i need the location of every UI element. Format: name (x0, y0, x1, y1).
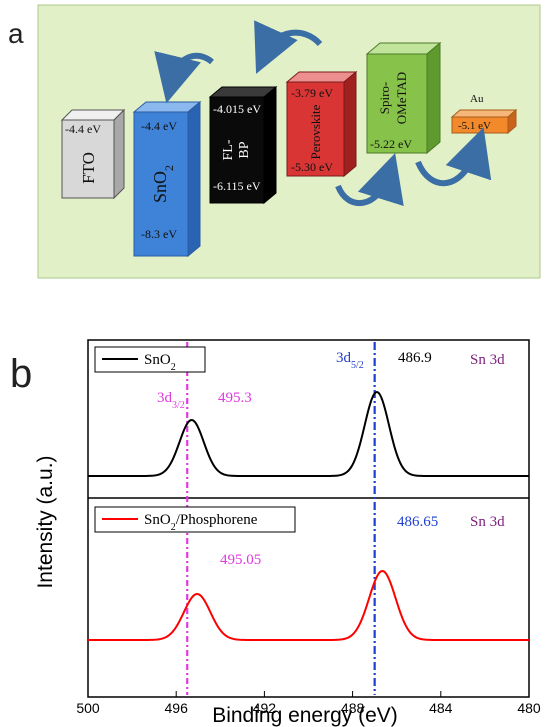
flbp-layer: -4.015 eV -6.115 eV FL- BP (208, 85, 278, 205)
au-energy-label: -5.1 eV (458, 120, 491, 132)
sno2-layer: -4.4 eV -8.3 eV SnO2 (132, 100, 202, 258)
xps-chart: 500 496 492 488 484 480 SnO2 SnO2/Phosphorene… (34, 339, 541, 727)
y-axis-title: Intensity (a.u.) (34, 455, 57, 588)
perovskite-bottom-energy-label: -5.30 eV (291, 160, 333, 174)
arrow-perovskite-to-spiro (335, 153, 404, 207)
sno2-trace (88, 390, 529, 477)
sno2-bottom-energy-label: -8.3 eV (141, 227, 177, 241)
flbp-name-line1: FL- (221, 139, 236, 160)
spiro-layer: Spiro- OMeTAD -5.22 eV (365, 41, 442, 155)
spiro-name-line2: OMeTAD (394, 72, 409, 124)
fto-layer: -4.4 eV FTO (60, 108, 126, 200)
sno2-phosphorene-trace (88, 569, 529, 641)
fto-top-energy-label: -4.4 eV (65, 122, 101, 136)
perovskite-name-label: Perovskite (308, 104, 323, 159)
peak-label-3d52-bottom: 486.65 (397, 514, 438, 530)
region-label-bottom: Sn 3d (470, 514, 505, 530)
legend-bottom: SnO2/Phosphorene (94, 506, 296, 533)
spiro-name-line1: Spiro- (377, 82, 392, 115)
x-axis-title: Binding energy (eV) (212, 704, 398, 727)
x-tick-label: 500 (76, 700, 100, 716)
sno2-top-energy-label: -4.4 eV (141, 119, 177, 133)
flbp-top-energy-label: -4.015 eV (213, 102, 261, 116)
panel-b-label: b (10, 352, 33, 396)
legend-top-label: SnO2 (144, 352, 176, 373)
energy-level-diagram: -4.4 eV FTO -4.4 eV -8.3 eV SnO2 -4.015 … (37, 4, 541, 279)
x-tick-label: 480 (517, 700, 541, 716)
flbp-name-line2: BP (237, 141, 252, 158)
spiro-bottom-energy-label: -5.22 eV (370, 137, 412, 151)
perovskite-layer: -3.79 eV -5.30 eV Perovskite (285, 70, 358, 178)
peak-label-3d52-name: 3d5/2 (336, 350, 364, 371)
peak-label-3d52-top: 486.9 (398, 350, 432, 366)
region-label-top: Sn 3d (470, 352, 505, 368)
legend-bottom-label: SnO2/Phosphorene (144, 512, 258, 533)
perovskite-top-energy-label: -3.79 eV (291, 86, 333, 100)
x-tick-label: 492 (253, 700, 277, 716)
xps-traces (88, 390, 529, 641)
flbp-bottom-energy-label: -6.115 eV (213, 179, 261, 193)
peak-label-3d32-top: 495.3 (218, 390, 252, 406)
au-name-label: Au (470, 93, 484, 105)
x-tick-label: 496 (165, 700, 189, 716)
arrow-flbp-to-sno2 (154, 51, 214, 104)
arrow-spiro-to-au (415, 127, 492, 187)
x-axis-ticks: 500 496 492 488 484 480 (76, 691, 541, 716)
peak-label-3d32-bottom: 495.05 (220, 552, 261, 568)
peak-label-3d32-name: 3d3/2 (157, 390, 185, 411)
arrow-perovskite-to-flbp (254, 20, 323, 74)
reference-lines (186, 342, 376, 695)
au-layer: Au -5.1 eV (450, 93, 518, 135)
x-tick-label: 488 (341, 700, 365, 716)
x-tick-label: 484 (429, 700, 453, 716)
fto-name-label: FTO (79, 152, 98, 184)
panel-a-label: a (8, 18, 24, 49)
legend-top: SnO2 (94, 346, 206, 373)
